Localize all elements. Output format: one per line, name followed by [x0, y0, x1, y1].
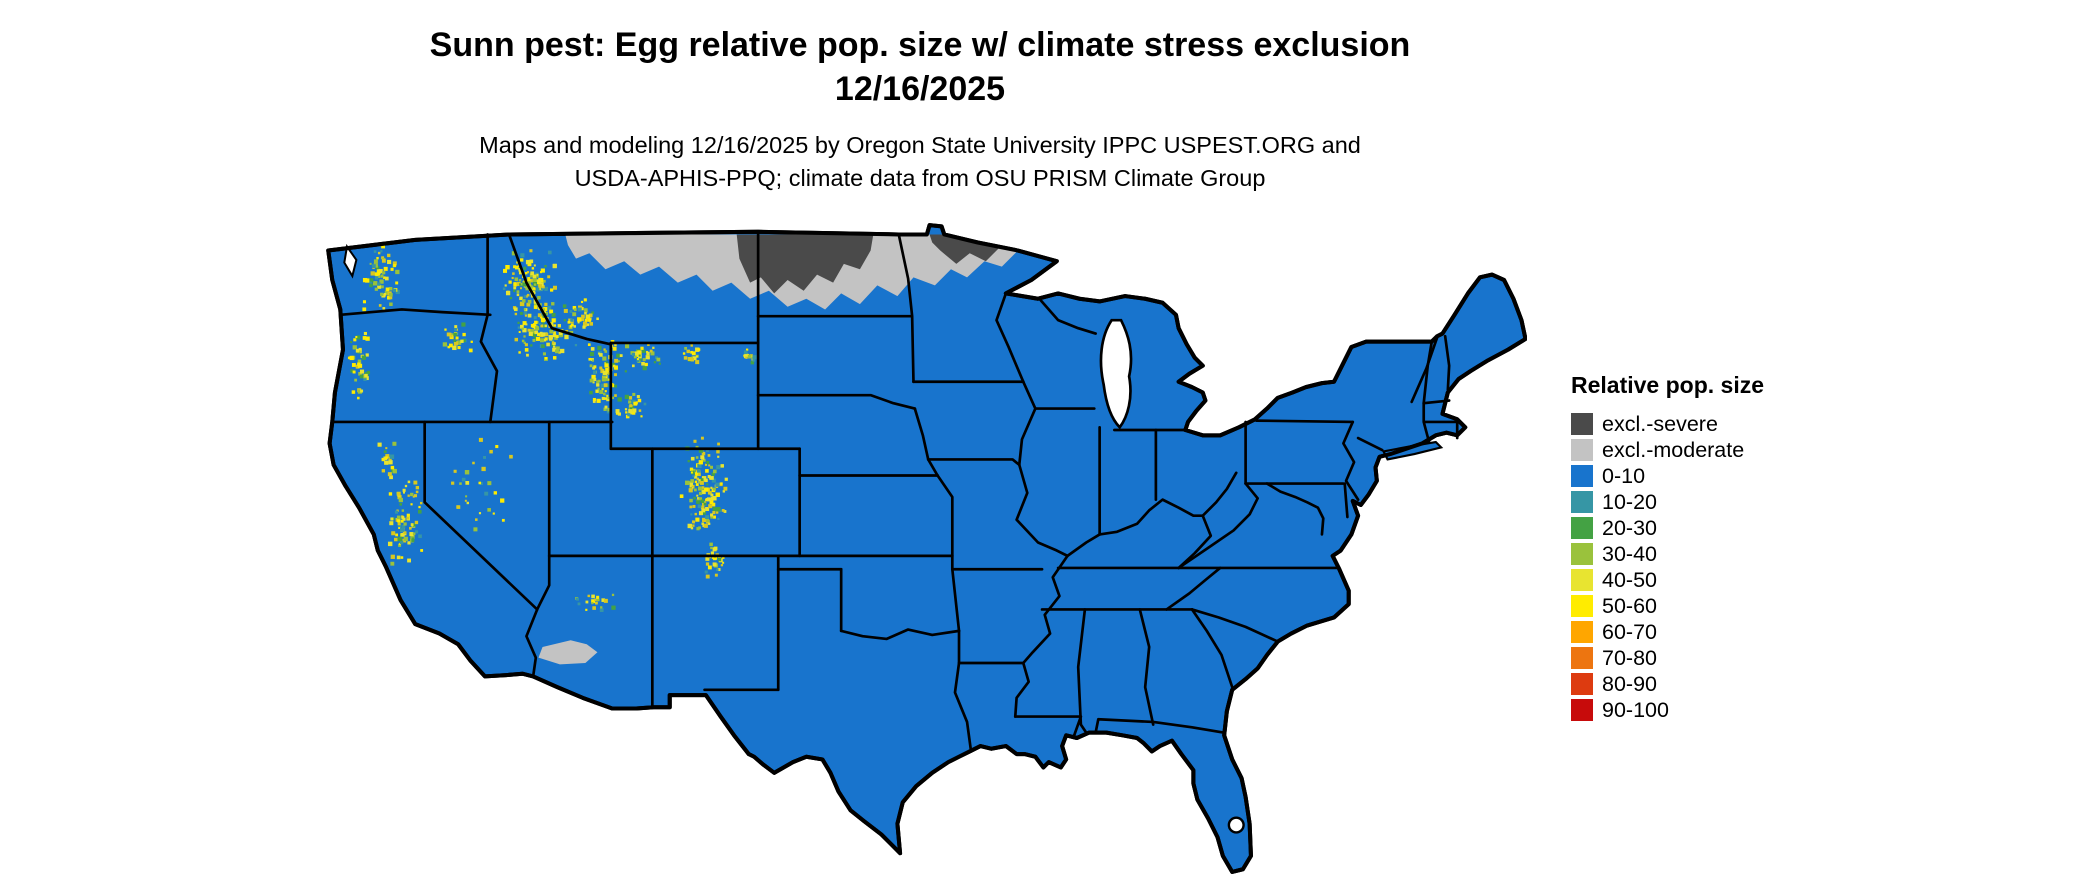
legend-item: 50-60 [1571, 593, 1764, 619]
legend-item: 70-80 [1571, 645, 1764, 671]
legend-item: 20-30 [1571, 515, 1764, 541]
legend-item: 90-100 [1571, 697, 1764, 723]
legend-swatch [1571, 673, 1593, 695]
legend-swatch [1571, 517, 1593, 539]
puget-sound [343, 243, 358, 279]
lake-okeechobee [1227, 816, 1245, 834]
map-subtitle-line1: Maps and modeling 12/16/2025 by Oregon S… [479, 132, 1361, 159]
legend-swatch [1571, 543, 1593, 565]
us-map [308, 205, 1527, 888]
legend-item: 0-10 [1571, 463, 1764, 489]
header: Sunn pest: Egg relative pop. size w/ cli… [0, 24, 1840, 196]
legend-item-label: 0-10 [1602, 463, 1646, 488]
legend-item-label: 50-60 [1602, 593, 1657, 618]
legend-swatch [1571, 621, 1593, 643]
legend-item: 40-50 [1571, 567, 1764, 593]
legend-swatch [1571, 413, 1593, 435]
legend-item: 30-40 [1571, 541, 1764, 567]
legend-swatch [1571, 569, 1593, 591]
legend-rows: excl.-severe excl.-moderate 0-10 10-20 2… [1571, 411, 1764, 723]
legend-swatch [1571, 699, 1593, 721]
legend-item-label: 20-30 [1602, 515, 1657, 540]
legend-swatch [1571, 439, 1593, 461]
legend-swatch [1571, 595, 1593, 617]
legend-item-label: 60-70 [1602, 619, 1657, 644]
legend-item: 60-70 [1571, 619, 1764, 645]
exclusion-severe-region-west [736, 234, 874, 294]
legend-item: 80-90 [1571, 671, 1764, 697]
legend-item: excl.-moderate [1571, 437, 1764, 463]
legend-item-label: 40-50 [1602, 567, 1657, 592]
legend-item-label: 80-90 [1602, 671, 1657, 696]
legend-item-label: 70-80 [1602, 645, 1657, 670]
legend-item-label: excl.-severe [1602, 411, 1718, 436]
legend-item-label: 10-20 [1602, 489, 1657, 514]
legend-item-label: excl.-moderate [1602, 437, 1745, 462]
legend-item: 10-20 [1571, 489, 1764, 515]
legend-title: Relative pop. size [1571, 372, 1765, 398]
map-title-line2: 12/16/2025 [834, 69, 1006, 108]
legend-item-label: 90-100 [1602, 697, 1669, 722]
state-borders [330, 233, 1459, 753]
exclusion-moderate-arizona-patch [538, 640, 598, 665]
map-title-line1: Sunn pest: Egg relative pop. size w/ cli… [429, 26, 1411, 64]
legend-swatch [1571, 465, 1593, 487]
legend-item: excl.-severe [1571, 411, 1764, 437]
map-subtitle-line2: USDA-APHIS-PPQ; climate data from OSU PR… [574, 165, 1266, 192]
legend: Relative pop. size excl.-severe excl.-mo… [1571, 372, 1764, 723]
legend-swatch [1571, 491, 1593, 513]
legend-item-label: 30-40 [1602, 541, 1657, 566]
map-subtitle: Maps and modeling 12/16/2025 by Oregon S… [0, 129, 1840, 196]
legend-swatch [1571, 647, 1593, 669]
lake-michigan [1099, 318, 1133, 430]
